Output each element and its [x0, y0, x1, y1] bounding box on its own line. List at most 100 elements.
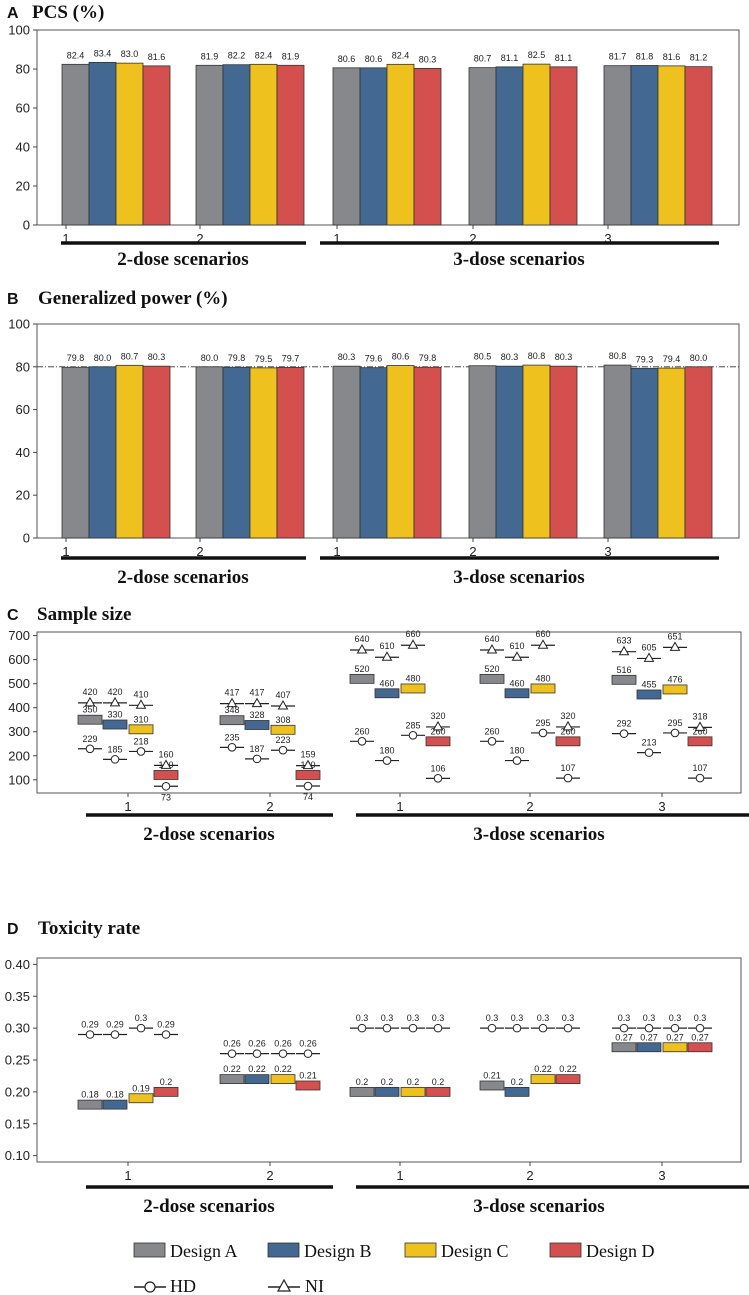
ni-marker — [84, 696, 96, 707]
ni-value-label: 417 — [224, 688, 239, 698]
hd-value-label: 295 — [667, 718, 682, 728]
design-value-label: 0.2 — [160, 1077, 173, 1087]
y-tick-label: 0.25 — [5, 1053, 30, 1068]
design-marker — [244, 720, 270, 730]
y-tick-label: 500 — [8, 676, 30, 691]
ni-marker — [381, 651, 393, 661]
bar — [684, 366, 713, 539]
design-marker — [400, 683, 426, 694]
hd-marker — [252, 754, 262, 764]
design-marker — [270, 1074, 296, 1085]
legend-hd-marker — [144, 1281, 156, 1293]
design-marker — [555, 1074, 581, 1085]
design-value-label: 310 — [133, 714, 148, 724]
legend-label-A: Design A — [170, 1241, 238, 1261]
y-tick-label: 0 — [23, 531, 30, 546]
ni-value-label: 640 — [484, 634, 499, 644]
hd-marker — [433, 774, 443, 783]
design-marker — [102, 719, 128, 730]
hd-marker — [110, 1030, 120, 1039]
design-marker — [349, 673, 375, 684]
y-tick-label: 100 — [8, 23, 30, 38]
x-tick-label: 1 — [333, 544, 340, 559]
bar — [657, 65, 686, 226]
hd-value-label: 0.26 — [248, 1039, 266, 1049]
bar-value-label: 80.7 — [474, 54, 492, 64]
design-marker — [102, 1099, 128, 1110]
design-marker — [77, 714, 103, 725]
ni-marker — [302, 759, 314, 770]
panel-title-B: Generalized power (%) — [38, 288, 228, 309]
bar-value-label: 80.3 — [501, 352, 519, 362]
ni-marker — [486, 644, 498, 654]
bar — [359, 367, 388, 539]
y-tick-label: 80 — [16, 359, 30, 374]
bar — [413, 68, 442, 226]
design-value-label: 0.22 — [559, 1064, 577, 1074]
hd-value-label: 0.3 — [381, 1013, 394, 1023]
hd-value-label: 180 — [379, 746, 394, 756]
bar — [549, 66, 578, 226]
bar-value-label: 81.6 — [663, 52, 681, 62]
bar — [413, 366, 442, 539]
y-tick-label: 300 — [8, 724, 30, 739]
design-marker — [504, 1086, 530, 1097]
design-value-label: 0.27 — [640, 1032, 658, 1042]
panel-title-D: Toxicity rate — [38, 918, 140, 939]
legend-ni-marker — [276, 1278, 292, 1292]
hd-marker — [487, 1023, 497, 1033]
design-marker — [425, 1086, 451, 1097]
hd-value-label: 295 — [535, 718, 550, 728]
bar-value-label: 81.9 — [201, 51, 219, 61]
x-tick-label: 2 — [266, 799, 273, 814]
design-value-label: 308 — [275, 715, 290, 725]
bar — [522, 364, 551, 539]
hd-marker — [512, 1023, 522, 1033]
bar-value-label: 79.4 — [663, 354, 681, 364]
hd-marker — [303, 1049, 313, 1058]
bar — [61, 366, 90, 539]
hd-marker — [644, 1023, 654, 1033]
y-tick-label: 40 — [16, 140, 30, 155]
bar-value-label: 81.9 — [282, 51, 300, 61]
hd-value-label: 0.29 — [81, 1020, 99, 1030]
panel-label-D: D — [7, 921, 19, 938]
x-tick-label: 2 — [469, 544, 476, 559]
y-tick-label: 20 — [16, 179, 30, 194]
hd-marker — [161, 781, 171, 791]
design-marker — [479, 1080, 505, 1091]
bar-value-label: 80.8 — [528, 351, 546, 361]
hd-value-label: 106 — [430, 763, 445, 773]
design-marker — [479, 673, 505, 684]
ni-marker — [537, 639, 549, 649]
design-marker — [128, 1093, 154, 1104]
ni-value-label: 407 — [275, 690, 290, 700]
x-tick-label: 1 — [396, 1168, 403, 1183]
bar — [222, 64, 251, 226]
group-label: 2-dose scenarios — [117, 567, 248, 588]
ni-value-label: 318 — [692, 711, 707, 721]
legend-label-C: Design C — [441, 1241, 509, 1261]
bar-value-label: 80.3 — [148, 352, 166, 362]
bar — [276, 367, 305, 539]
ni-value-label: 159 — [300, 750, 315, 760]
ni-value-label: 160 — [158, 749, 173, 759]
hd-value-label: 218 — [133, 736, 148, 746]
design-marker — [374, 688, 400, 699]
bar — [359, 67, 388, 226]
hd-value-label: 0.3 — [643, 1013, 656, 1023]
y-tick-label: 600 — [8, 652, 30, 667]
bar — [276, 64, 305, 226]
ni-marker — [277, 699, 289, 710]
hd-marker — [382, 1023, 392, 1033]
group-label: 3-dose scenarios — [473, 1196, 604, 1217]
ni-marker — [511, 651, 523, 661]
x-tick-label: 3 — [604, 544, 611, 559]
y-tick-label: 40 — [16, 445, 30, 460]
design-marker — [636, 1042, 662, 1053]
panel-label-B: B — [7, 291, 19, 308]
design-value-label: 0.19 — [132, 1083, 150, 1093]
hd-value-label: 0.26 — [274, 1039, 292, 1049]
design-value-label: 0.2 — [432, 1077, 445, 1087]
hd-value-label: 0.3 — [562, 1013, 575, 1023]
